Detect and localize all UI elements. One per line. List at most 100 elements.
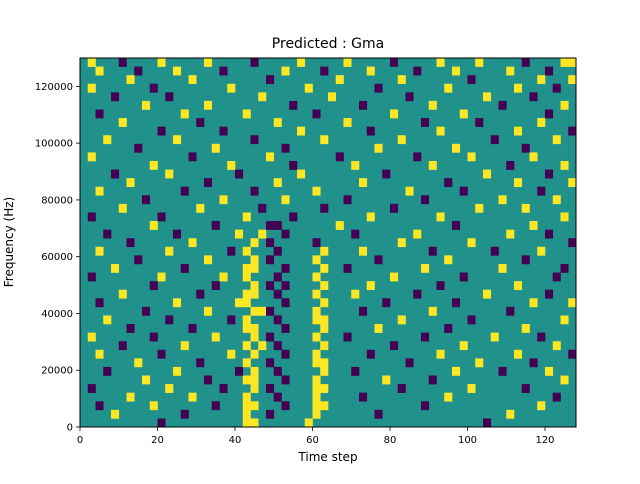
- heatmap-cell: [142, 375, 151, 385]
- heatmap-cell: [382, 375, 391, 385]
- heatmap-cell: [366, 281, 375, 290]
- heatmap-cell: [374, 143, 383, 153]
- heatmap-cell: [281, 281, 290, 290]
- heatmap-cell: [421, 401, 430, 411]
- heatmap-cell: [173, 135, 182, 145]
- heatmap-cell: [537, 401, 546, 411]
- heatmap-cell: [273, 392, 282, 402]
- heatmap-cell: [149, 281, 158, 290]
- heatmap-cell: [343, 263, 352, 273]
- heatmap-cell: [273, 272, 282, 282]
- heatmap-cell: [180, 186, 189, 196]
- heatmap-cell: [289, 100, 298, 110]
- heatmap-cell: [537, 332, 546, 342]
- heatmap-cell: [266, 152, 275, 162]
- heatmap-cell: [142, 306, 151, 316]
- heatmap-cell: [428, 306, 437, 316]
- x-tick-label: 0: [77, 435, 83, 446]
- heatmap-cell: [250, 366, 259, 376]
- heatmap-cell: [521, 58, 530, 67]
- heatmap-cell: [227, 83, 236, 93]
- heatmap-cell: [568, 238, 577, 248]
- heatmap-cell: [506, 229, 515, 239]
- heatmap-cell: [568, 75, 577, 85]
- heatmap-cell: [149, 332, 158, 342]
- heatmap-cell: [413, 229, 422, 239]
- heatmap-cell: [312, 306, 321, 316]
- heatmap-cell: [436, 126, 445, 136]
- heatmap-cell: [537, 75, 546, 85]
- heatmap-cell: [506, 306, 515, 316]
- heatmap-cell: [568, 58, 577, 67]
- heatmap-cell: [297, 169, 306, 179]
- heatmap-cell: [157, 212, 166, 222]
- heatmap-cell: [436, 281, 445, 290]
- heatmap-cell: [397, 75, 406, 85]
- heatmap-cell: [320, 66, 329, 76]
- heatmap-cell: [188, 238, 197, 248]
- heatmap-cell: [545, 229, 554, 239]
- heatmap-cell: [188, 392, 197, 402]
- heatmap-cell: [219, 66, 228, 76]
- heatmap-cell: [452, 66, 461, 76]
- heatmap-cell: [204, 100, 213, 110]
- heatmap-cell: [250, 332, 259, 342]
- heatmap-cell: [188, 324, 197, 333]
- heatmap-cell: [281, 298, 290, 308]
- heatmap-cell: [297, 58, 306, 67]
- heatmap-cell: [204, 255, 213, 265]
- heatmap-cell: [281, 263, 290, 273]
- heatmap-cell: [250, 255, 259, 265]
- heatmap-cell: [250, 306, 259, 316]
- heatmap-cell: [250, 384, 259, 393]
- heatmap-cell: [351, 366, 360, 376]
- heatmap-cell: [483, 289, 492, 299]
- heatmap-cell: [165, 315, 174, 325]
- heatmap-cell: [266, 255, 275, 265]
- heatmap-cell: [273, 341, 282, 351]
- heatmap-cell: [266, 221, 275, 230]
- heatmap-cell: [118, 289, 127, 299]
- heatmap-cell: [211, 143, 220, 153]
- heatmap-cell: [266, 332, 275, 342]
- heatmap-cell: [134, 143, 143, 153]
- heatmap-cell: [258, 341, 267, 351]
- heatmap-cell: [242, 401, 251, 411]
- heatmap-cell: [180, 409, 189, 419]
- heatmap-cell: [320, 358, 329, 368]
- heatmap-cell: [529, 92, 538, 102]
- heatmap-cell: [258, 229, 267, 239]
- heatmap-cell: [545, 66, 554, 76]
- heatmap-cell: [250, 281, 259, 290]
- heatmap-cell: [545, 109, 554, 119]
- heatmap-cell: [320, 315, 329, 325]
- heatmap-cell: [281, 195, 290, 205]
- heatmap-cell: [312, 109, 321, 119]
- heatmap-cell: [390, 58, 399, 67]
- heatmap-cell: [258, 92, 267, 102]
- heatmap-cell: [459, 186, 468, 196]
- heatmap-cell: [444, 392, 453, 402]
- heatmap-cell: [382, 298, 391, 308]
- heatmap-cell: [374, 324, 383, 333]
- heatmap-cell: [235, 169, 244, 179]
- heatmap-cell: [467, 315, 476, 325]
- heatmap-cell: [87, 384, 96, 393]
- heatmap-cell: [87, 332, 96, 342]
- heatmap-cell: [390, 272, 399, 282]
- heatmap-cell: [545, 169, 554, 179]
- heatmap-cell: [312, 392, 321, 402]
- y-tick-label: 60000: [41, 252, 73, 263]
- heatmap-cell: [266, 306, 275, 316]
- heatmap-cell: [428, 375, 437, 385]
- heatmap-cell: [87, 83, 96, 93]
- heatmap-cell: [219, 272, 228, 282]
- heatmap-cell: [498, 263, 507, 273]
- heatmap-cell: [374, 255, 383, 265]
- heatmap-cell: [475, 118, 484, 127]
- x-tick-label: 80: [384, 435, 397, 446]
- heatmap-cell: [514, 281, 523, 290]
- heatmap-cell: [157, 58, 166, 67]
- heatmap-cell: [529, 152, 538, 162]
- heatmap-cell: [568, 126, 577, 136]
